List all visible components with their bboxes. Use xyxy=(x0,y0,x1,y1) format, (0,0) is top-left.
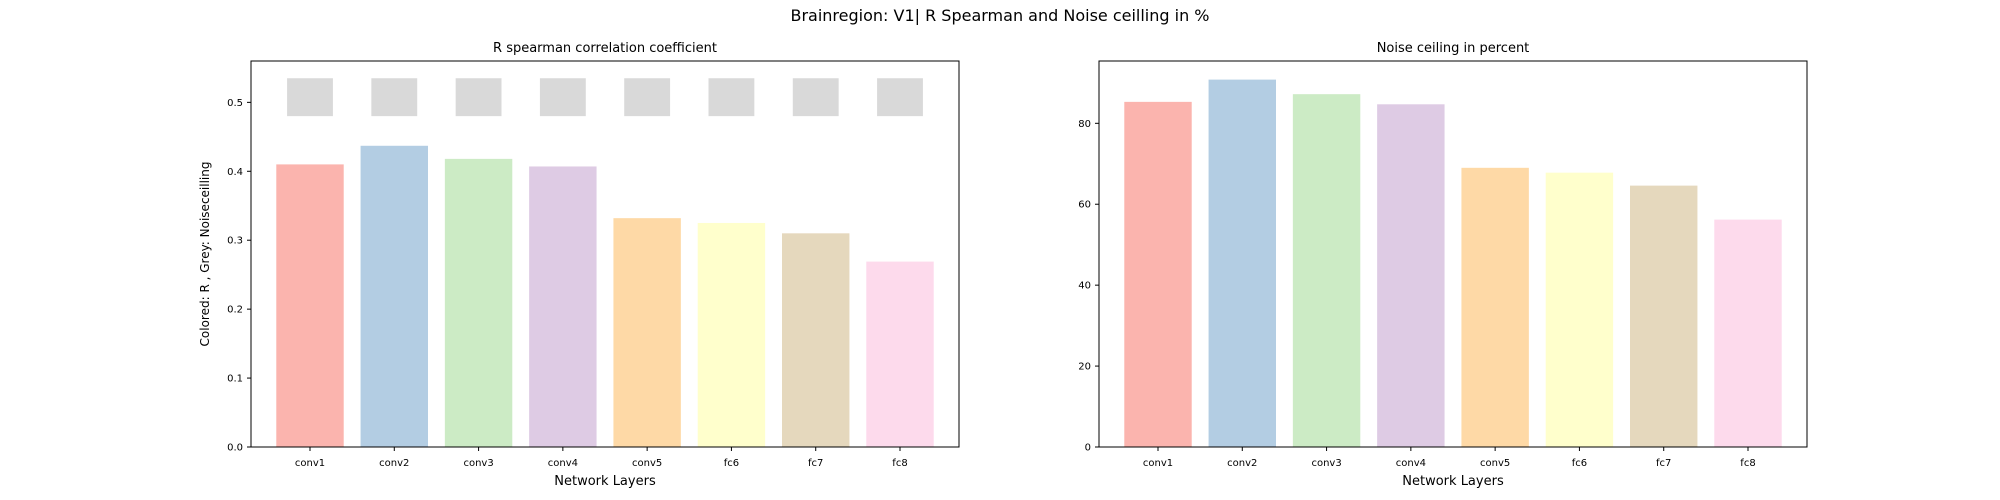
x-tick-label: conv3 xyxy=(1311,458,1341,469)
x-tick-label: fc6 xyxy=(1572,458,1587,469)
figure-title: Brainregion: V1| R Spearman and Noise ce… xyxy=(790,6,1210,25)
bar-conv3 xyxy=(1292,94,1361,448)
bar-conv4 xyxy=(529,166,597,448)
y-axis-label: Colored: R , Grey: Noiseceilling xyxy=(198,162,212,347)
x-tick-label: conv3 xyxy=(463,458,493,469)
bar-conv5 xyxy=(1461,167,1529,447)
y-tick-label: 0 xyxy=(1085,443,1091,454)
noise-ceiling-box xyxy=(624,78,671,117)
bar-fc7 xyxy=(782,233,850,447)
axes-frame xyxy=(1098,60,1808,448)
x-tick-label: conv2 xyxy=(379,458,409,469)
r-spearman-panel: R spearman correlation coefficient Netwo… xyxy=(198,41,960,489)
noise-ceiling-box xyxy=(877,78,923,117)
bar-conv2 xyxy=(360,145,428,447)
y-tick-label: 40 xyxy=(1078,281,1091,292)
bar-fc8 xyxy=(866,261,934,447)
x-tick-label: fc7 xyxy=(808,458,823,469)
y-tick-label: 0.4 xyxy=(227,167,243,178)
x-tick-label: fc8 xyxy=(1740,458,1755,469)
x-tick-label: conv2 xyxy=(1227,458,1257,469)
x-tick-label: conv4 xyxy=(548,458,578,469)
bar-conv3 xyxy=(444,158,513,447)
y-tick-label: 60 xyxy=(1078,200,1091,211)
noise-ceiling-box xyxy=(708,78,755,117)
y-tick-label: 0.1 xyxy=(227,374,243,385)
bar-fc6 xyxy=(1545,172,1614,447)
axes-frame xyxy=(250,60,960,448)
bar-conv1 xyxy=(276,164,344,447)
y-tick-label: 0.0 xyxy=(227,443,243,454)
panel-title: Noise ceiling in percent xyxy=(1377,41,1530,56)
x-tick-label: fc7 xyxy=(1656,458,1671,469)
y-tick-label: 80 xyxy=(1078,119,1091,130)
y-tick-label: 0.5 xyxy=(227,98,243,109)
bar-conv4 xyxy=(1377,104,1445,447)
bar-conv5 xyxy=(613,218,681,447)
bar-conv1 xyxy=(1124,101,1192,447)
noise-ceiling-box xyxy=(792,78,839,117)
bar-fc8 xyxy=(1714,219,1782,447)
bar-fc7 xyxy=(1630,185,1698,447)
noise-ceiling-box xyxy=(287,78,333,117)
y-tick-label: 20 xyxy=(1078,362,1091,373)
y-tick-label: 0.3 xyxy=(227,236,243,247)
x-tick-label: conv5 xyxy=(632,458,662,469)
x-tick-label: fc8 xyxy=(892,458,907,469)
noise-ceiling-box xyxy=(455,78,502,117)
x-tick-label: fc6 xyxy=(724,458,739,469)
x-tick-label: conv1 xyxy=(1143,458,1173,469)
noise-ceiling-box xyxy=(539,78,586,117)
x-tick-label: conv4 xyxy=(1396,458,1426,469)
x-axis-label: Network Layers xyxy=(1402,474,1504,489)
x-tick-label: conv5 xyxy=(1480,458,1510,469)
noise-ceiling-panel: Noise ceiling in percent Network Layers … xyxy=(1078,41,1808,489)
y-tick-label: 0.2 xyxy=(227,305,243,316)
noise-ceiling-box xyxy=(371,78,418,117)
panel-title: R spearman correlation coefficient xyxy=(493,41,717,56)
x-axis-label: Network Layers xyxy=(554,474,656,489)
x-tick-label: conv1 xyxy=(295,458,325,469)
bar-fc6 xyxy=(697,222,766,447)
bar-conv2 xyxy=(1208,79,1276,448)
